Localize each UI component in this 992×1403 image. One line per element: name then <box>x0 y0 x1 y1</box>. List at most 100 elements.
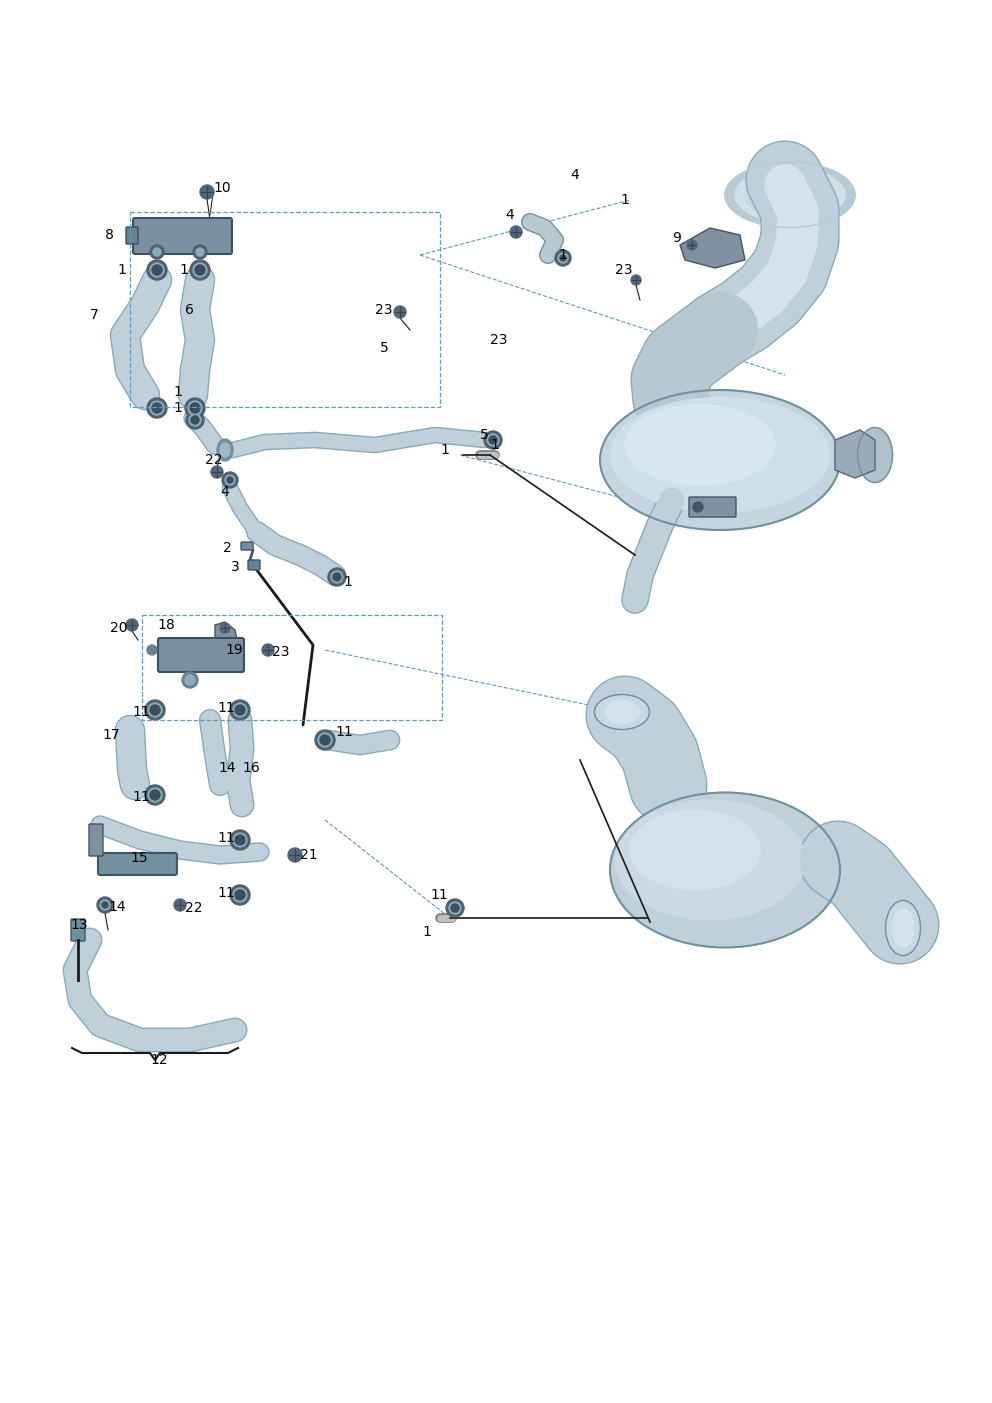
FancyBboxPatch shape <box>71 919 85 941</box>
FancyBboxPatch shape <box>241 542 253 550</box>
Circle shape <box>233 703 247 717</box>
Circle shape <box>230 885 250 905</box>
Circle shape <box>193 262 207 276</box>
Ellipse shape <box>594 694 650 730</box>
Text: 1: 1 <box>173 401 182 415</box>
Circle shape <box>510 226 522 239</box>
Circle shape <box>446 899 464 918</box>
Circle shape <box>233 833 247 847</box>
Circle shape <box>189 414 201 427</box>
Text: 23: 23 <box>615 262 633 276</box>
Circle shape <box>145 700 165 720</box>
Circle shape <box>150 790 160 800</box>
Text: 11: 11 <box>217 831 235 845</box>
Text: 11: 11 <box>217 887 235 899</box>
FancyBboxPatch shape <box>98 853 177 875</box>
Text: 1: 1 <box>422 925 431 939</box>
Circle shape <box>193 246 207 260</box>
Circle shape <box>200 185 214 199</box>
Circle shape <box>235 835 245 845</box>
Polygon shape <box>835 429 875 478</box>
Circle shape <box>185 675 195 685</box>
Circle shape <box>230 831 250 850</box>
Ellipse shape <box>857 428 893 483</box>
Circle shape <box>631 275 641 285</box>
Text: 23: 23 <box>490 333 508 347</box>
Bar <box>142 615 442 720</box>
Circle shape <box>195 265 205 275</box>
Circle shape <box>222 471 238 488</box>
Circle shape <box>97 897 113 913</box>
Text: 6: 6 <box>185 303 193 317</box>
Circle shape <box>320 735 330 745</box>
Ellipse shape <box>735 167 845 223</box>
Ellipse shape <box>760 180 820 210</box>
Circle shape <box>315 730 335 751</box>
FancyBboxPatch shape <box>158 638 244 672</box>
Text: 4: 4 <box>505 208 514 222</box>
Circle shape <box>558 253 568 262</box>
Ellipse shape <box>625 405 775 485</box>
Ellipse shape <box>217 439 233 462</box>
Text: 22: 22 <box>205 453 222 467</box>
Text: 1: 1 <box>558 248 566 262</box>
Circle shape <box>185 398 205 418</box>
Circle shape <box>693 502 703 512</box>
Circle shape <box>102 902 108 908</box>
Text: 1: 1 <box>180 262 188 276</box>
Circle shape <box>186 411 204 429</box>
Circle shape <box>150 262 164 276</box>
Circle shape <box>188 401 202 415</box>
Text: 11: 11 <box>132 704 150 718</box>
FancyBboxPatch shape <box>689 497 736 516</box>
Text: 4: 4 <box>570 168 578 182</box>
Text: 4: 4 <box>220 485 229 499</box>
Text: 1: 1 <box>343 575 352 589</box>
Circle shape <box>235 704 245 716</box>
Text: 10: 10 <box>213 181 230 195</box>
Text: 5: 5 <box>480 428 489 442</box>
Circle shape <box>233 888 247 902</box>
Circle shape <box>150 401 164 415</box>
Text: 12: 12 <box>150 1054 168 1068</box>
Circle shape <box>220 623 230 633</box>
Text: 5: 5 <box>380 341 389 355</box>
Circle shape <box>196 248 204 255</box>
Circle shape <box>449 902 461 913</box>
Text: 13: 13 <box>70 918 87 932</box>
Circle shape <box>100 899 110 911</box>
Text: 11: 11 <box>430 888 447 902</box>
Ellipse shape <box>745 173 835 217</box>
Circle shape <box>687 240 697 250</box>
Circle shape <box>262 644 274 657</box>
Text: 14: 14 <box>108 899 126 913</box>
Circle shape <box>190 260 210 281</box>
Circle shape <box>148 703 162 717</box>
Polygon shape <box>680 229 745 268</box>
Circle shape <box>191 417 199 424</box>
Circle shape <box>328 568 346 586</box>
Text: 23: 23 <box>375 303 393 317</box>
Circle shape <box>489 436 497 443</box>
Circle shape <box>150 704 160 716</box>
FancyBboxPatch shape <box>126 227 138 244</box>
Text: 20: 20 <box>110 622 128 636</box>
Circle shape <box>560 255 566 261</box>
Circle shape <box>235 890 245 899</box>
Text: 3: 3 <box>231 560 240 574</box>
Text: 22: 22 <box>185 901 202 915</box>
Ellipse shape <box>610 397 830 512</box>
Bar <box>130 212 440 407</box>
Ellipse shape <box>604 702 640 723</box>
Ellipse shape <box>600 390 840 530</box>
Circle shape <box>174 899 186 911</box>
Circle shape <box>147 260 167 281</box>
Circle shape <box>487 434 499 446</box>
Text: 2: 2 <box>223 542 232 556</box>
FancyBboxPatch shape <box>89 824 103 856</box>
Circle shape <box>145 786 165 805</box>
Ellipse shape <box>886 901 921 955</box>
Circle shape <box>147 645 157 655</box>
Text: 14: 14 <box>218 760 236 774</box>
Text: 15: 15 <box>130 852 148 866</box>
